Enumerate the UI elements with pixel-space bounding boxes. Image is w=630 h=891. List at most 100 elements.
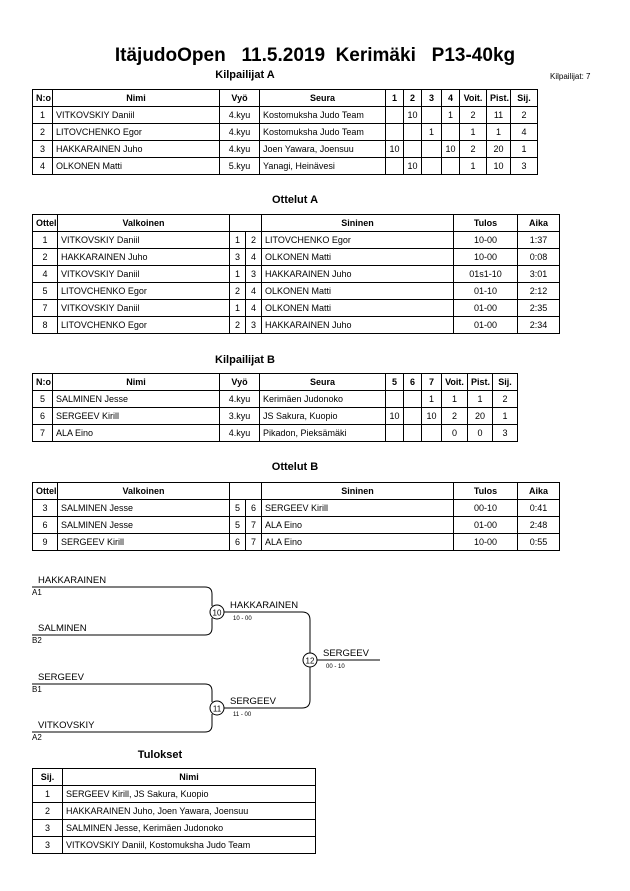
cell: 2 bbox=[459, 106, 487, 124]
row: 6 SALMINEN Jesse 5 7 ALA Eino 01-00 2:48 bbox=[32, 516, 560, 534]
entry-name: HAKKARAINEN bbox=[38, 575, 106, 586]
cell: 10-00 bbox=[453, 248, 518, 266]
header-cell: Sij. bbox=[32, 768, 63, 786]
header-cell: 7 bbox=[421, 373, 442, 391]
row: 3 VITKOVSKIY Daniil, Kostomuksha Judo Tea… bbox=[32, 836, 316, 854]
table: N:o Nimi Vyö Seura 5 6 7 Voit. Pist. Sij. 5 SALMINE… bbox=[32, 373, 518, 442]
entry-seed: A2 bbox=[32, 733, 42, 742]
header-cell: Aika bbox=[517, 482, 560, 500]
cell: ALA Eino bbox=[261, 533, 454, 551]
cell: 6 bbox=[245, 499, 262, 517]
cell: Kerimäen Judonoko bbox=[259, 390, 386, 408]
header-cell: Voit. bbox=[441, 373, 468, 391]
match-score: 10 - 00 bbox=[233, 616, 252, 622]
cell: SERGEEV Kirill bbox=[52, 407, 220, 425]
cell: 1 bbox=[32, 106, 53, 124]
cell: 4 bbox=[32, 157, 53, 175]
cell: 1 bbox=[441, 106, 460, 124]
header-cell: 4 bbox=[441, 89, 460, 107]
cell: 10-00 bbox=[453, 231, 518, 249]
cell: 10 bbox=[403, 157, 422, 175]
row: 3 SALMINEN Jesse 5 6 SERGEEV Kirill 00-10 0:41 bbox=[32, 499, 560, 517]
row: 1 SERGEEV Kirill, JS Sakura, Kuopio bbox=[32, 785, 316, 803]
cell: 0:08 bbox=[517, 248, 560, 266]
row: 8 LITOVCHENKO Egor 2 3 HAKKARAINEN Juho 01-00… bbox=[32, 316, 560, 334]
match-circle bbox=[209, 700, 225, 716]
cell: 3.kyu bbox=[219, 407, 260, 425]
header-cell: Aika bbox=[517, 214, 560, 232]
cell: 11 bbox=[486, 106, 511, 124]
cell: SERGEEV Kirill bbox=[261, 499, 454, 517]
entry-name: VITKOVSKIY bbox=[38, 720, 95, 731]
section-title: Ottelut B bbox=[271, 461, 319, 473]
cell: 5 bbox=[32, 390, 53, 408]
header-cell: Sininen bbox=[261, 214, 454, 232]
participant-count: Kilpailijat: 7 bbox=[550, 72, 591, 81]
bracket-line bbox=[224, 611, 311, 653]
bracket-line bbox=[32, 586, 213, 606]
cell: VITKOVSKIY Daniil, Kostomuksha Judo Team bbox=[62, 836, 316, 854]
cell: SERGEEV Kirill, JS Sakura, Kuopio bbox=[62, 785, 316, 803]
section-title: Tulokset bbox=[137, 749, 183, 761]
cell: 2 bbox=[32, 248, 58, 266]
cell bbox=[441, 123, 460, 141]
cell: 6 bbox=[32, 407, 53, 425]
cell: 2 bbox=[229, 316, 246, 334]
row: 2 HAKKARAINEN Juho, Joen Yawara, Joensuu bbox=[32, 802, 316, 820]
header-cell: 5 bbox=[385, 373, 404, 391]
match-number: 12 bbox=[306, 657, 315, 666]
entry-seed: B1 bbox=[32, 685, 42, 694]
cell: 4 bbox=[32, 265, 58, 283]
cell: OLKONEN Matti bbox=[52, 157, 220, 175]
cell: OLKONEN Matti bbox=[261, 248, 454, 266]
cell: 5.kyu bbox=[219, 157, 260, 175]
cell: 1 bbox=[421, 390, 442, 408]
cell: 4 bbox=[245, 299, 262, 317]
match-number: 10 bbox=[213, 609, 222, 618]
cell: Pikadon, Pieksämäki bbox=[259, 424, 386, 442]
header-row: N:o Nimi Vyö Seura 1 2 3 4 Voit. Pist. Sij. bbox=[32, 89, 538, 107]
cell bbox=[403, 424, 422, 442]
bracket-line bbox=[32, 683, 213, 702]
table: N:o Nimi Vyö Seura 1 2 3 4 Voit. Pist. Sij. 1 VITKOV… bbox=[32, 89, 538, 175]
header-cell bbox=[229, 482, 262, 500]
cell: JS Sakura, Kuopio bbox=[259, 407, 386, 425]
entry-name: SERGEEV bbox=[38, 672, 85, 683]
cell: 1 bbox=[229, 299, 246, 317]
cell: 01s1-10 bbox=[453, 265, 518, 283]
table: Sij. Nimi 1 SERGEEV Kirill, JS Sakura, Kuop… bbox=[32, 768, 316, 854]
header-cell: 2 bbox=[403, 89, 422, 107]
cell: 4 bbox=[245, 248, 262, 266]
row: 3 HAKKARAINEN Juho 4.kyu Joen Yawara, Joens… bbox=[32, 140, 538, 158]
cell: 2:48 bbox=[517, 516, 560, 534]
cell: 1 bbox=[510, 140, 538, 158]
header-cell: 1 bbox=[385, 89, 404, 107]
cell: 7 bbox=[32, 424, 53, 442]
row: 1 VITKOVSKIY Daniil 4.kyu Kostomuksha Judo … bbox=[32, 106, 538, 124]
cell: SALMINEN Jesse, Kerimäen Judonoko bbox=[62, 819, 316, 837]
cell: 4.kyu bbox=[219, 106, 260, 124]
cell: 3 bbox=[245, 316, 262, 334]
cell: ALA Eino bbox=[52, 424, 220, 442]
cell: 1 bbox=[492, 407, 518, 425]
cell: 0 bbox=[441, 424, 468, 442]
header-cell: Vyö bbox=[219, 89, 260, 107]
cell: 1 bbox=[486, 123, 511, 141]
cell: 4.kyu bbox=[219, 123, 260, 141]
cell: 5 bbox=[32, 282, 58, 300]
cell bbox=[385, 157, 404, 175]
cell: 5 bbox=[229, 516, 246, 534]
cell: 1 bbox=[229, 231, 246, 249]
cell bbox=[385, 106, 404, 124]
cell: 1 bbox=[229, 265, 246, 283]
cell: VITKOVSKIY Daniil bbox=[57, 265, 230, 283]
header-cell: N:o bbox=[32, 373, 53, 391]
row: 3 SALMINEN Jesse, Kerimäen Judonoko bbox=[32, 819, 316, 837]
cell: 2 bbox=[32, 123, 53, 141]
cell: VITKOVSKIY Daniil bbox=[52, 106, 220, 124]
cell: Joen Yawara, Joensuu bbox=[259, 140, 386, 158]
cell: 1 bbox=[32, 231, 58, 249]
cell: 10 bbox=[403, 106, 422, 124]
cell: Kostomuksha Judo Team bbox=[259, 106, 386, 124]
